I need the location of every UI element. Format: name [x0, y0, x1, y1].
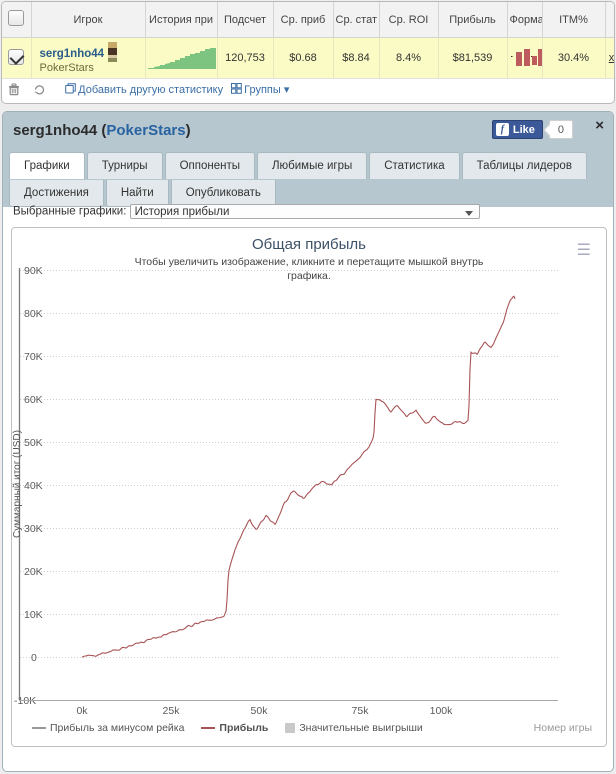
- svg-text:75k: 75k: [352, 705, 370, 717]
- svg-text:Суммарный итог (USD): Суммарный итог (USD): [12, 430, 23, 538]
- svg-text:60K: 60K: [24, 394, 43, 406]
- svg-text:100k: 100k: [430, 705, 454, 717]
- svg-text:90K: 90K: [24, 265, 43, 277]
- svg-text:0k: 0k: [76, 705, 88, 717]
- svg-text:0: 0: [31, 652, 37, 664]
- svg-text:70K: 70K: [24, 351, 43, 363]
- svg-text:50K: 50K: [24, 437, 43, 449]
- svg-text:80K: 80K: [24, 308, 43, 320]
- svg-text:40K: 40K: [24, 480, 43, 492]
- svg-text:50k: 50k: [251, 705, 269, 717]
- svg-text:10K: 10K: [24, 609, 43, 621]
- svg-text:25k: 25k: [163, 705, 181, 717]
- svg-text:20K: 20K: [24, 566, 43, 578]
- svg-text:30K: 30K: [24, 523, 43, 535]
